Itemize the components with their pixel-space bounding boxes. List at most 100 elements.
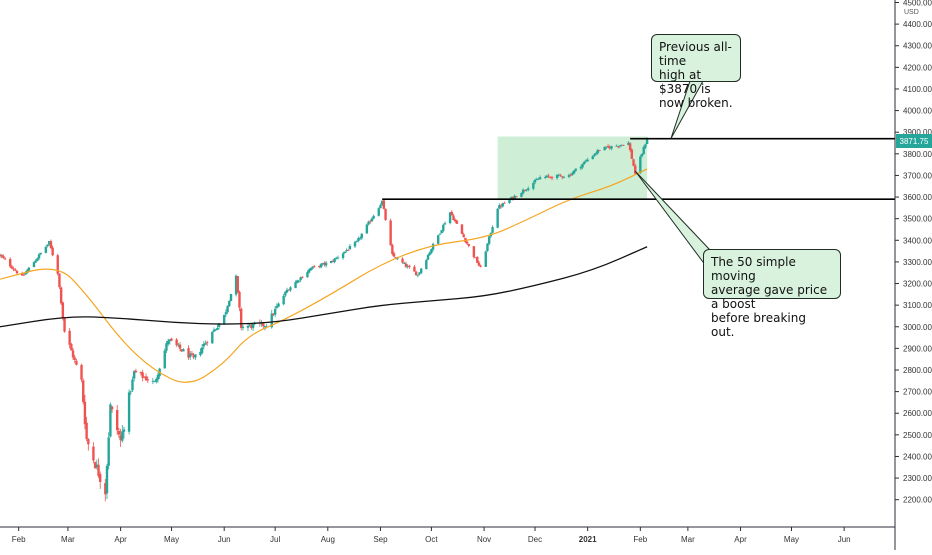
candle-body [56,255,59,274]
candle-body [275,306,279,308]
candle-body [610,146,613,149]
candle-body [239,308,243,328]
candle-body [346,250,350,251]
candle-body [234,275,238,295]
sma-50-line [0,168,648,383]
last-price-label: 3871.75 [900,137,929,146]
candle-body [593,154,596,156]
candle-body [562,176,566,178]
x-tick-label: Dec [528,535,542,544]
candle-body [486,243,489,251]
candle-body [151,380,155,382]
x-tick-label: Feb [633,535,647,544]
candle-body [555,174,559,179]
candle-body [523,190,527,192]
candle-body [216,327,219,330]
candle-body [353,242,357,247]
y-tick-label: 4200.00 [903,63,932,72]
candle-body [465,241,469,244]
candle-body [472,246,476,258]
candle-body [34,260,37,263]
y-tick-label: 3800.00 [903,150,932,159]
candle-body [537,178,540,180]
candle-body [146,379,149,381]
candle-body [323,262,326,265]
candle-body [12,268,15,270]
candle-body [391,244,394,255]
candle-body [474,257,477,259]
candle-body [382,200,386,209]
candle-body [343,251,346,254]
x-tick-label: Aug [321,535,335,544]
candle-body [455,220,459,224]
candle-body [632,159,635,166]
candle-body [527,188,530,191]
candle-body [75,360,78,365]
candle-body [272,313,275,315]
candle-body [134,370,138,373]
candle-body [369,221,372,223]
candle-body [121,431,124,441]
y-tick-label: 2200.00 [903,496,932,505]
candle-body [545,175,549,178]
candle-body [83,401,87,425]
y-tick-label: 3500.00 [903,215,932,224]
candle-body [284,291,287,296]
candle-body [605,146,608,148]
candle-body [557,174,560,176]
candle-body [104,483,107,495]
candle-body [156,374,160,380]
candle-body [163,350,166,369]
candle-body [212,329,216,332]
candle-body [129,391,132,393]
candle-body [144,376,148,381]
candle-body [248,324,251,326]
candle-body [14,269,17,271]
candle-body [583,161,586,164]
candle-body [73,357,76,360]
candle-body [37,254,41,259]
candle-body [408,265,411,268]
candle-body [246,325,250,328]
candle-body [206,342,209,344]
candle-body [574,168,577,171]
candle-body [63,317,66,332]
candle-body [606,146,610,148]
x-tick-label: May [784,535,799,544]
candle-body [199,351,202,356]
candle-body [603,146,606,151]
candle-body [535,179,538,181]
candle-body [119,435,122,441]
candle-body [645,139,649,145]
candle-body [644,144,647,148]
candle-body [467,243,470,246]
candle-body [238,291,241,308]
y-tick-label: 3900.00 [903,128,932,137]
y-tick-label: 2900.00 [903,344,932,353]
candle-body [178,344,182,349]
candle-body [357,238,360,241]
x-tick-label: Apr [114,535,127,544]
x-tick-label: Apr [734,535,747,544]
candle-body [117,430,121,435]
candle-body [511,196,515,200]
candle-body [333,258,336,263]
candle-body [615,145,618,147]
candle-body [520,193,523,197]
candle-body [204,343,207,345]
candle-body [175,339,178,346]
candle-body [538,177,542,180]
y-tick-label: 2700.00 [903,388,932,397]
candle-body [413,266,416,272]
candle-body [46,244,49,247]
candle-body [166,340,170,345]
candle-body [139,371,143,374]
candle-body [579,167,583,169]
candle-body [628,143,632,150]
candle-body [168,339,172,342]
candle-body [68,330,71,345]
y-tick-label: 2300.00 [903,474,932,483]
candle-body [453,219,457,222]
candle-body [431,243,435,250]
candle-body [313,266,316,267]
